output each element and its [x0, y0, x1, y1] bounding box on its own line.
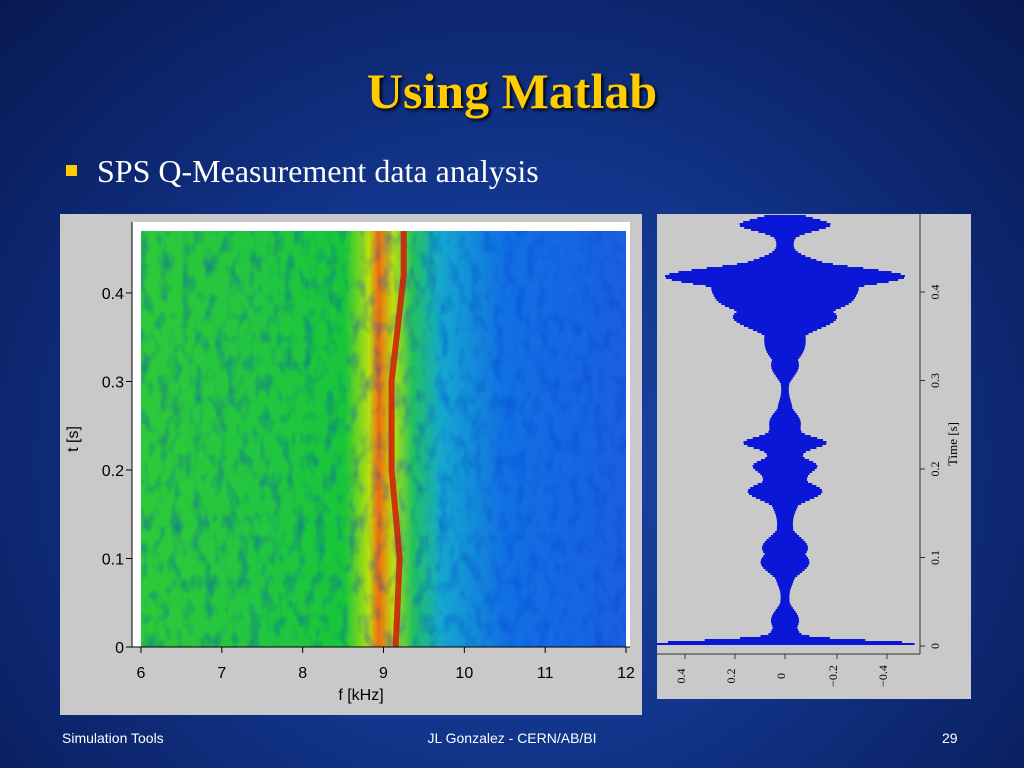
amplitude-tick-label: 0.4 [674, 669, 688, 684]
time-tick-label: 0 [928, 643, 942, 649]
x-tick-label: 9 [379, 665, 388, 682]
y-tick-label: 0.3 [102, 374, 124, 391]
footer-page-number: 29 [942, 730, 958, 746]
amplitude-tick-label: −0.4 [876, 665, 890, 687]
x-tick-label: 12 [617, 665, 635, 682]
time-axis-label: Time [s] [945, 422, 960, 466]
spectrogram-chart: 6 7 8 9 10 11 12 0 0.1 0.2 0.3 0.4 f [kHz] t [s] [65, 222, 635, 704]
signal-panel: 0 0.1 0.2 0.3 0.4 0.4 0.2 0 −0.2 −0.4 Time [s] [655, 214, 971, 699]
y-tick-label: 0.1 [102, 551, 124, 568]
amplitude-tick-label: 0.2 [724, 669, 738, 684]
y-axis-label: t [s] [65, 426, 82, 452]
time-tick-label: 0.1 [928, 550, 942, 565]
x-tick-label: 8 [298, 665, 307, 682]
bullet-item: SPS Q-Measurement data analysis [66, 153, 539, 190]
bullet-text: SPS Q-Measurement data analysis [97, 153, 539, 189]
heatmap-texture [141, 231, 626, 647]
heatmap-mark [141, 231, 626, 648]
x-tick-label: 11 [537, 665, 554, 682]
time-tick-label: 0.2 [928, 462, 942, 477]
signal-axes: 0 0.1 0.2 0.3 0.4 0.4 0.2 0 −0.2 −0.4 [674, 285, 942, 687]
spectrogram-axes: 6 7 8 9 10 11 12 0 0.1 0.2 0.3 0.4 [102, 222, 635, 682]
y-tick-label: 0.4 [102, 286, 124, 303]
x-axis-label: f [kHz] [338, 687, 383, 704]
bullet-square-icon [66, 165, 77, 176]
slide-title: Using Matlab [366, 63, 658, 119]
amplitude-tick-label: 0 [774, 673, 788, 679]
tune-line [388, 231, 407, 648]
y-tick-label: 0.2 [102, 463, 124, 480]
footer-center: JL Gonzalez - CERN/AB/BI [427, 730, 597, 746]
time-tick-label: 0.4 [928, 285, 942, 300]
y-tick-label: 0 [115, 640, 124, 657]
amplitude-tick-label: −0.2 [826, 665, 840, 687]
x-tick-label: 6 [137, 665, 146, 682]
spectrogram-panel: 6 7 8 9 10 11 12 0 0.1 0.2 0.3 0.4 f [kHz] t [s] [60, 214, 642, 715]
x-tick-label: 10 [455, 665, 473, 682]
x-tick-label: 7 [217, 665, 226, 682]
footer-left: Simulation Tools [62, 730, 164, 746]
signal-chart: 0 0.1 0.2 0.3 0.4 0.4 0.2 0 −0.2 −0.4 Time [s] [655, 214, 960, 687]
time-tick-label: 0.3 [928, 373, 942, 388]
signal-trace [655, 215, 915, 645]
